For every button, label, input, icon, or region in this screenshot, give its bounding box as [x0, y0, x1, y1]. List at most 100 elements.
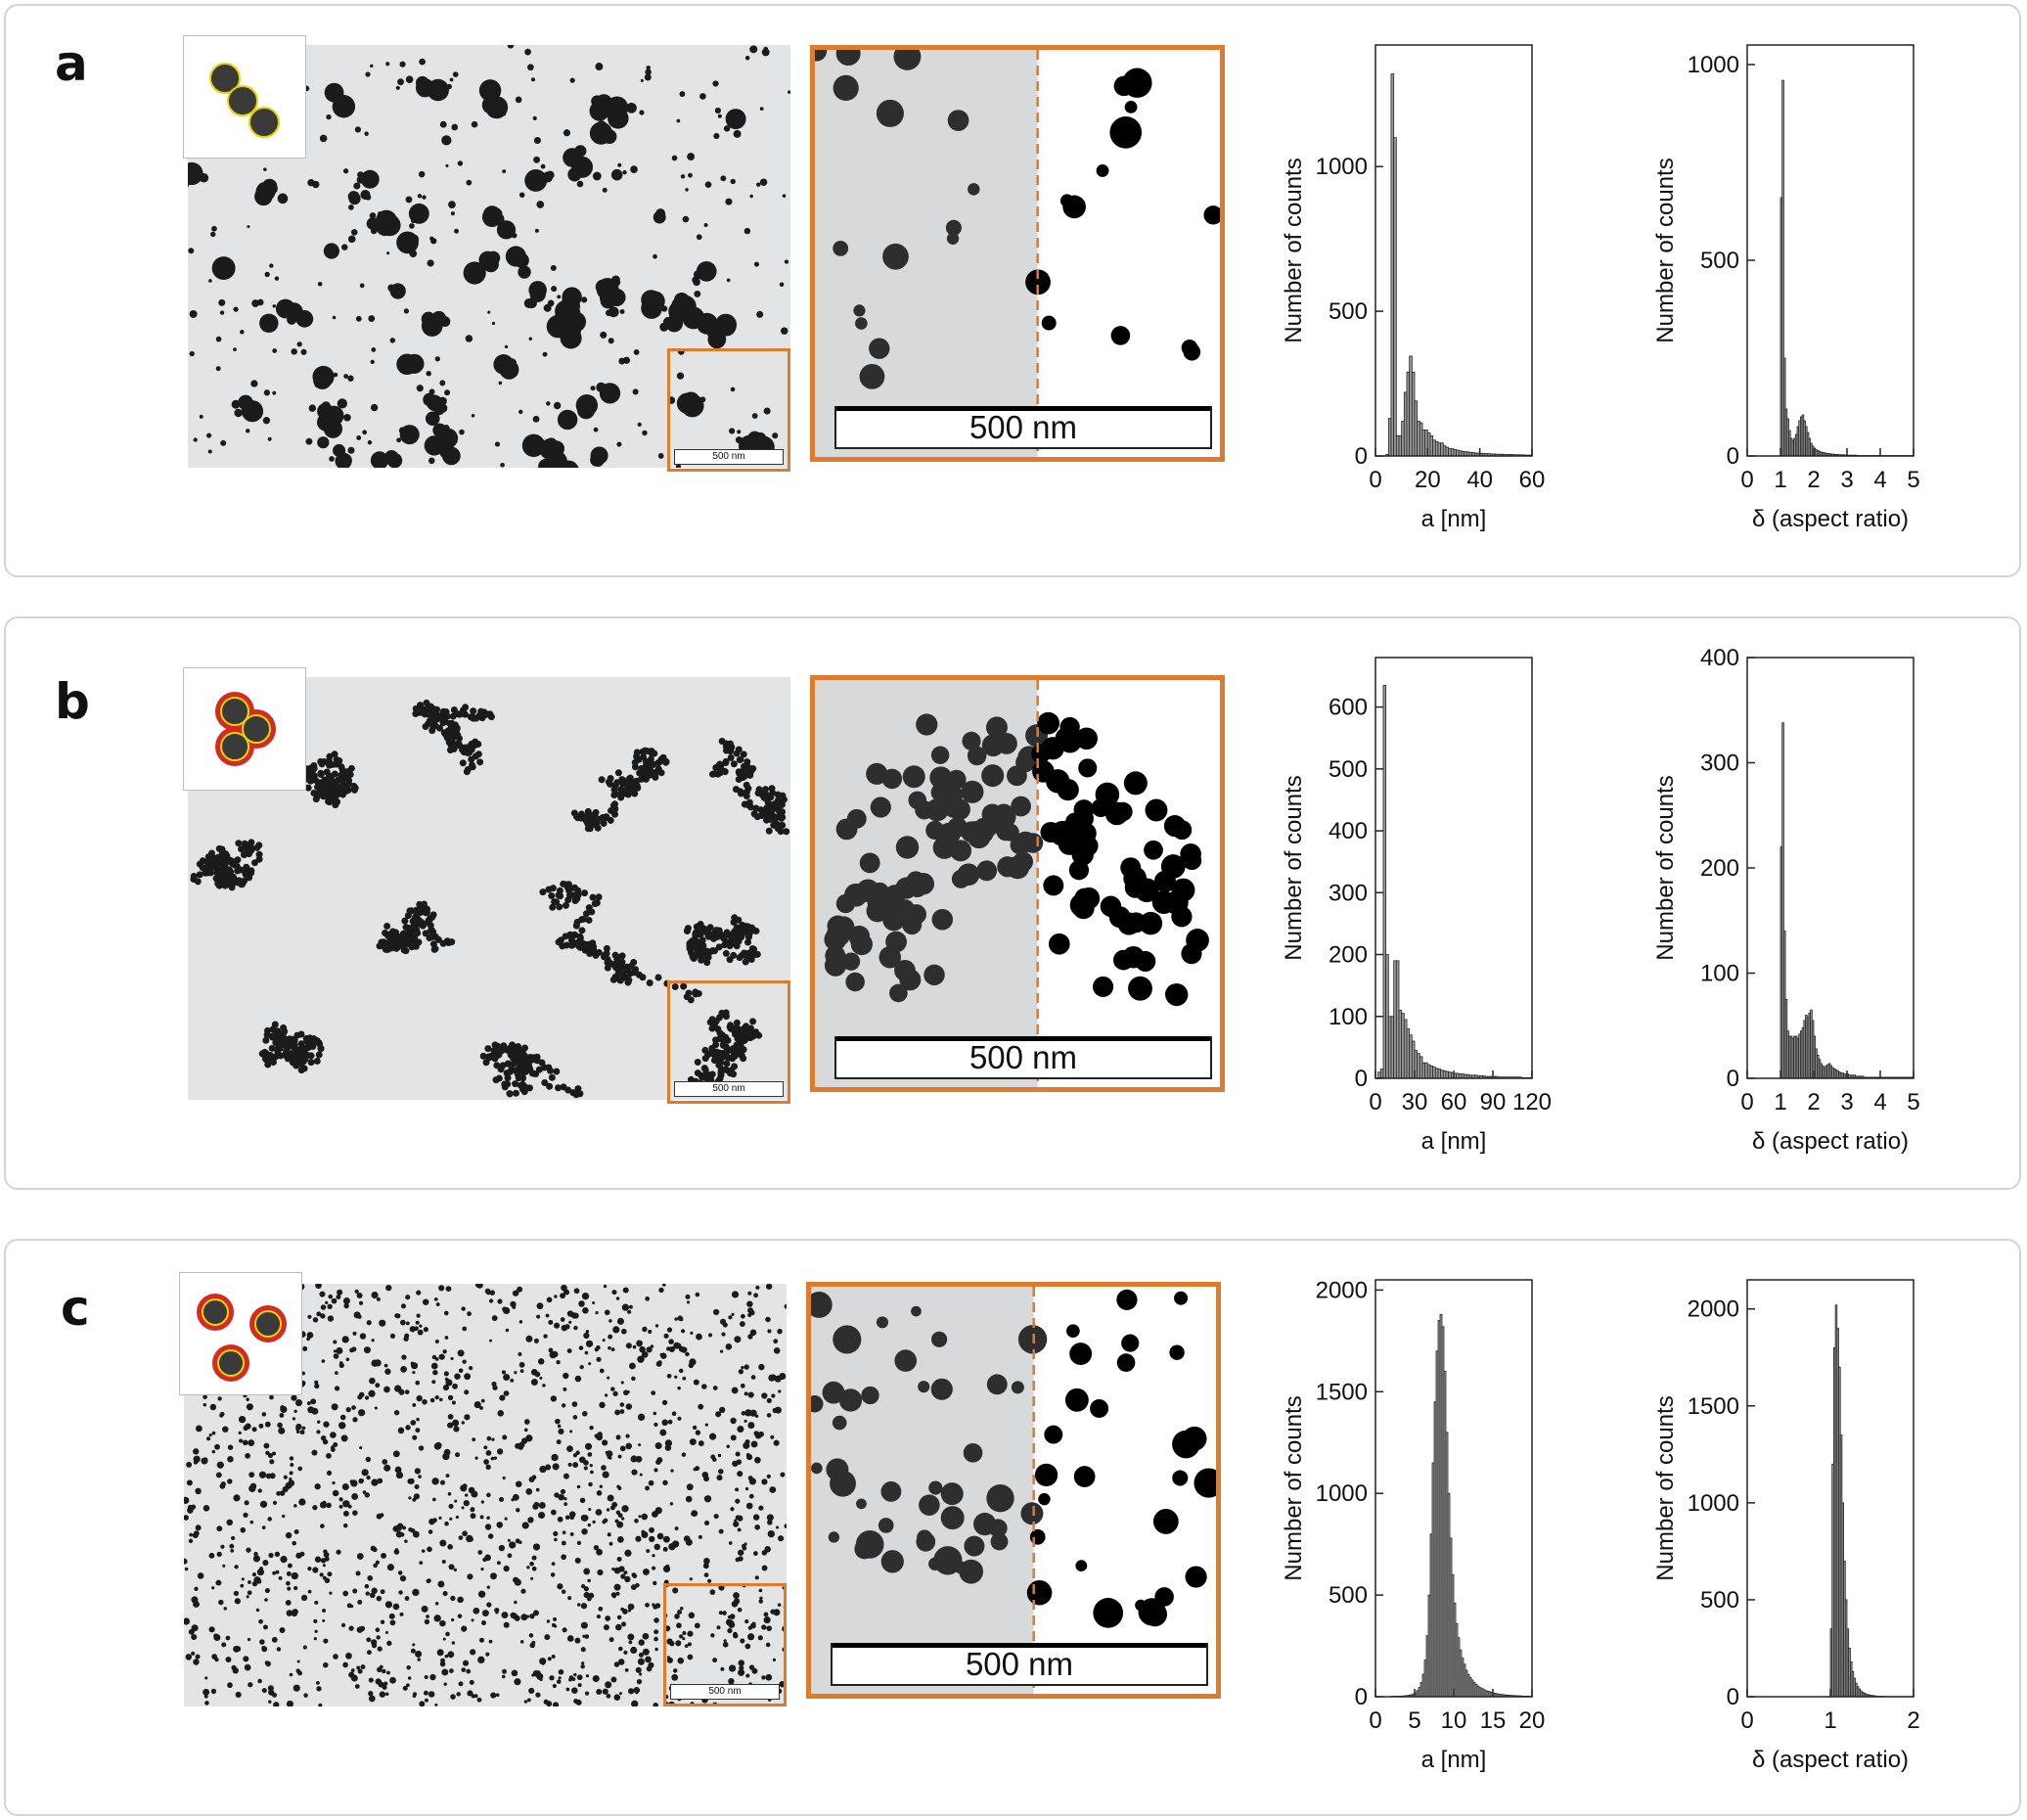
y-tick-label: 1500: [1316, 1379, 1368, 1405]
x-tick-label: 20: [1415, 467, 1441, 493]
x-tick-label: 1: [1774, 1089, 1786, 1115]
histogram-bar: [1382, 685, 1387, 1079]
histogram-bar: [1445, 1070, 1450, 1079]
histogram-bar: [1419, 1056, 1423, 1079]
y-tick-label: 0: [1355, 1066, 1368, 1092]
bare-cores-icon: [209, 63, 280, 138]
mini-scale-bar: 500 nm: [674, 449, 784, 465]
histogram-bar: [1445, 446, 1450, 457]
x-tick-label: 15: [1480, 1707, 1507, 1734]
zoom-inset: 500 nm: [806, 1282, 1221, 1699]
x-axis-label: a [nm]: [1421, 506, 1487, 532]
x-tick-label: 0: [1740, 467, 1753, 493]
y-tick-label: 100: [1329, 1004, 1368, 1030]
inset-binary-particles: [1025, 68, 1220, 361]
tem-overview-image: [188, 45, 790, 468]
histogram-bar: [1434, 440, 1439, 457]
zoom-inset: 500 nm: [810, 675, 1225, 1092]
y-axis-label: Number of counts: [1281, 1395, 1307, 1580]
x-tick-label: 0: [1369, 1707, 1381, 1734]
x-tick-label: 30: [1402, 1089, 1428, 1115]
x-tick-label: 60: [1441, 1089, 1467, 1115]
x-axis-label: δ (aspect ratio): [1752, 1747, 1909, 1773]
x-tick-label: 10: [1441, 1707, 1467, 1734]
x-tick-label: 90: [1480, 1089, 1507, 1115]
histogram-bar: [1395, 960, 1400, 1079]
histogram-bar: [1453, 449, 1458, 457]
histogram-bar: [1458, 450, 1463, 457]
x-tick-label: 2: [1807, 467, 1820, 493]
x-tick-label: 20: [1519, 1707, 1546, 1734]
y-tick-label: 100: [1700, 961, 1739, 987]
histogram-bar: [1395, 434, 1400, 457]
x-axis-label: δ (aspect ratio): [1752, 1128, 1909, 1155]
x-tick-label: 60: [1519, 467, 1546, 493]
histogram-size: 0 20 40 60 0 500 1000 a [nm] Number of counts: [1281, 44, 1546, 532]
x-tick-label: 5: [1408, 1707, 1420, 1734]
histogram-bar: [1429, 1065, 1434, 1079]
panel-letter: b: [55, 673, 90, 730]
inset-binary-particles: [1026, 1289, 1216, 1628]
histogram-bar: [1403, 391, 1408, 457]
histogram-bar: [1403, 1019, 1408, 1079]
y-tick-label: 500: [1329, 756, 1368, 783]
histogram-bar: [1393, 137, 1397, 457]
inset-raw-particles: [815, 50, 980, 389]
scale-bar: 500 nm: [834, 406, 1212, 449]
histogram-bar: [1421, 1062, 1426, 1079]
y-tick-label: 400: [1700, 645, 1739, 671]
y-axis-label: Number of counts: [1652, 1395, 1679, 1580]
scale-bar-label: 500 nm: [968, 1039, 1078, 1075]
x-tick-label: 4: [1873, 1089, 1886, 1115]
y-tick-label: 400: [1329, 818, 1368, 844]
histogram-bar: [1390, 1016, 1395, 1079]
histogram-bar: [1434, 1068, 1439, 1079]
scale-bar: 500 nm: [831, 1643, 1208, 1686]
zoom-inset-image: [815, 50, 1220, 457]
scale-bar-label: 500 nm: [968, 409, 1078, 445]
y-axis-label: Number of counts: [1652, 775, 1679, 960]
histogram-bar: [1421, 429, 1426, 457]
y-tick-label: 500: [1329, 298, 1368, 325]
histogram-bar: [1437, 1069, 1442, 1079]
x-axis-label: δ (aspect ratio): [1752, 506, 1909, 532]
y-tick-label: 1000: [1688, 52, 1739, 78]
x-tick-label: 2: [1907, 1707, 1919, 1734]
plot-frame: [1746, 44, 1914, 457]
y-tick-label: 200: [1700, 855, 1739, 882]
zoom-inset: 500 nm: [810, 45, 1225, 462]
histogram-bar: [1387, 1016, 1392, 1079]
panel-letter: a: [55, 35, 88, 92]
shelled-dimer-icon: [215, 692, 276, 766]
x-axis-label: a [nm]: [1421, 1128, 1487, 1155]
y-axis-label: Number of counts: [1281, 775, 1307, 960]
mini-scale-bar: 500 nm: [670, 1684, 780, 1700]
particle-schematic-icon: [179, 1272, 302, 1395]
y-tick-label: 1500: [1688, 1393, 1739, 1420]
histogram-bar: [1406, 1028, 1411, 1079]
histogram-bar: [1411, 371, 1416, 457]
panel-a: a 500 nm 500 nm 0 20 40 60 0 500 1000 a [nm] Num…: [4, 4, 2021, 577]
x-tick-label: 1: [1824, 1707, 1836, 1734]
x-tick-label: 40: [1466, 467, 1493, 493]
histogram-bar: [1406, 371, 1411, 457]
y-tick-label: 200: [1329, 942, 1368, 969]
x-tick-label: 3: [1840, 467, 1853, 493]
y-tick-label: 1000: [1316, 154, 1368, 180]
y-tick-label: 0: [1355, 443, 1368, 470]
histogram-bar: [1390, 73, 1395, 457]
histogram-bar: [1419, 422, 1423, 457]
inset-raw-particles: [811, 1292, 1048, 1584]
y-tick-label: 500: [1329, 1582, 1368, 1609]
y-tick-label: 500: [1700, 248, 1739, 274]
x-tick-label: 0: [1740, 1707, 1753, 1734]
y-axis-label: Number of counts: [1281, 158, 1307, 342]
inset-binary-particles: [1031, 711, 1209, 1007]
y-tick-label: 2000: [1316, 1277, 1368, 1303]
plot-frame: [1746, 657, 1914, 1079]
x-tick-label: 0: [1740, 1089, 1753, 1115]
histogram-size: 0 30 60 90 120 0 100 200 300 400 500 600 a [nm] Numbe…: [1281, 657, 1552, 1155]
particle-schematic-icon: [183, 35, 306, 159]
